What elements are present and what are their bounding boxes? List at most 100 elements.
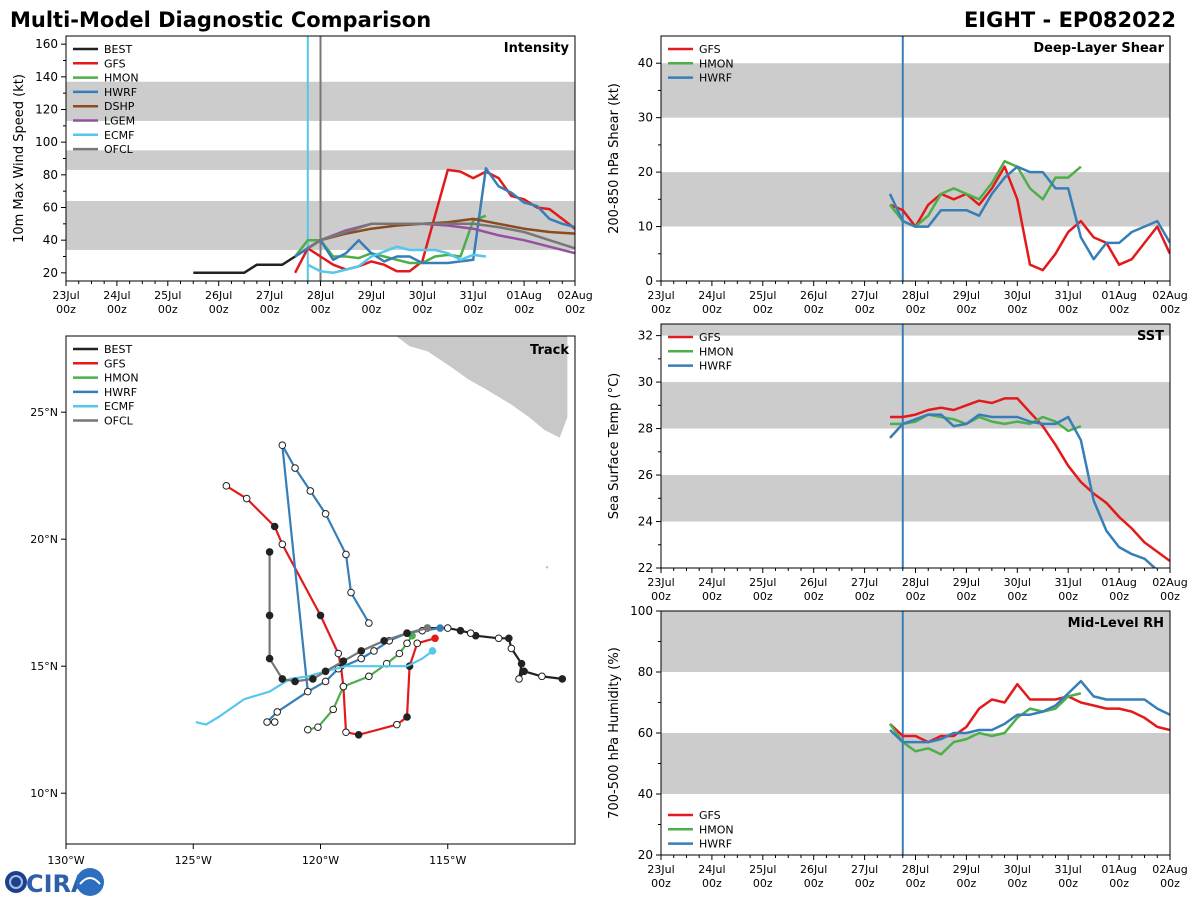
track-point-gfs: [403, 713, 411, 721]
track-point-hmon: [303, 725, 312, 734]
intensity-title: Intensity: [504, 41, 570, 56]
rh-ytick-label: 20: [638, 848, 653, 862]
shear-xtick-label-date: 26Jul: [800, 289, 827, 302]
shear-xtick-label-date: 29Jul: [953, 289, 980, 302]
figure-title: Multi-Model Diagnostic Comparison: [10, 8, 431, 32]
sst-xtick-label-date: 28Jul: [902, 576, 929, 589]
rh-line-hmon: [888, 692, 1082, 756]
track-point-best: [558, 675, 567, 683]
rh-legend-label-gfs: GFS: [699, 809, 721, 822]
track-legend-label-gfs: GFS: [104, 357, 126, 370]
shear-ytick-label: 10: [638, 220, 653, 234]
track-line-hwrf-b: [281, 444, 370, 692]
track-point-hwrf: [291, 464, 299, 472]
track-point-best: [538, 672, 546, 681]
rh-xtick-label-date: 25Jul: [749, 863, 776, 876]
rh-xtick-label-hour: 00z: [1160, 877, 1180, 890]
intensity-legend-label-hwrf: HWRF: [104, 86, 137, 99]
sst-ylabel: Sea Surface Temp (°C): [607, 373, 622, 520]
intensity-xtick-label-date: 28Jul: [307, 289, 334, 302]
intensity-xtick-label-hour: 00z: [311, 303, 331, 316]
sst-ytick-label: 26: [638, 468, 653, 482]
track-point-hmon: [403, 639, 411, 648]
intensity-ylabel: 10m Max Wind Speed (kt): [12, 74, 27, 243]
shear-xtick-label-date: 23Jul: [647, 289, 674, 302]
cira-logo: CIRA: [5, 868, 104, 898]
shear-ytick-label: 40: [638, 56, 653, 70]
track-point-gfs: [334, 649, 343, 658]
intensity-legend-label-lgem: LGEM: [104, 115, 135, 128]
intensity-ytick-label: 80: [43, 168, 58, 182]
intensity-ytick-label: 140: [35, 70, 58, 84]
track-point-hwrf: [370, 647, 378, 655]
intensity-ytick-label: 160: [35, 37, 58, 51]
track-point-hwrf: [436, 624, 444, 632]
rh-ylabel: 700-500 hPa Humidity (%): [607, 647, 622, 819]
intensity-legend-label-hmon: HMON: [104, 72, 139, 85]
track-point-hwrf: [263, 718, 271, 726]
rh-ytick-label: 40: [638, 787, 653, 801]
shear-xtick-label-hour: 00z: [906, 303, 926, 316]
intensity-xtick-label-hour: 00z: [158, 303, 178, 316]
track-point-gfs: [316, 611, 325, 620]
sst-series-group: [889, 397, 1170, 568]
rh-title: Mid-Level RH: [1068, 616, 1164, 631]
track-point-gfs: [242, 494, 251, 503]
rh-xtick-label-date: 29Jul: [953, 863, 980, 876]
track-point-gfs: [270, 522, 279, 531]
intensity-series-group: [193, 167, 575, 275]
shear-xtick-label-hour: 00z: [957, 303, 977, 316]
track-series-group: [195, 441, 567, 739]
rh-xtick-label-hour: 00z: [804, 877, 824, 890]
sst-legend-label-hwrf: HWRF: [699, 360, 732, 373]
shear-ytick-label: 0: [645, 274, 653, 288]
sst-xtick-label-date: 02Aug: [1152, 576, 1187, 589]
rh-xtick-label-date: 30Jul: [1004, 863, 1031, 876]
track-point-gfs: [393, 720, 401, 729]
intensity-ytick-label: 40: [43, 233, 58, 247]
intensity-xtick-label-date: 01Aug: [506, 289, 541, 302]
land-mass: [396, 336, 568, 438]
intensity-xtick-label-date: 30Jul: [409, 289, 436, 302]
track-legend-label-hmon: HMON: [104, 372, 139, 385]
shear-line-hmon: [889, 159, 1082, 228]
sst-line-hwrf: [889, 413, 1157, 568]
track-point-best: [520, 667, 528, 676]
sst-xtick-label-date: 29Jul: [953, 576, 980, 589]
rh-xtick-label-date: 28Jul: [902, 863, 929, 876]
track-xtick-label: 115°W: [429, 854, 466, 867]
shear-legend-label-hwrf: HWRF: [699, 72, 732, 85]
sst-xtick-label-hour: 00z: [957, 590, 977, 603]
rh-xtick-label-date: 24Jul: [698, 863, 725, 876]
intensity-xtick-label-hour: 00z: [209, 303, 229, 316]
sst-ytick-label: 28: [638, 422, 653, 436]
intensity-xtick-label-date: 24Jul: [103, 289, 130, 302]
sst-xtick-label-date: 24Jul: [698, 576, 725, 589]
track-frame: [65, 335, 576, 845]
track-panel: 130°W 125°W 120°W 115°W 10°N 15°N 20°N 25°N Trac…: [30, 335, 576, 867]
rh-series-group: [888, 679, 1170, 756]
rh-xtick-label-date: 31Jul: [1055, 863, 1082, 876]
sst-xtick-label-hour: 00z: [906, 590, 926, 603]
track-legend-label-ecmf: ECMF: [104, 400, 134, 413]
intensity-panel: 2040608010012014016023Jul00z24Jul00z25Ju…: [12, 35, 593, 316]
track-point-ofcl: [265, 611, 274, 620]
shear-xtick-label-hour: 00z: [753, 303, 773, 316]
rh-xtick-label-hour: 00z: [651, 877, 671, 890]
rh-xtick-label-hour: 00z: [855, 877, 875, 890]
intensity-xtick-label-hour: 00z: [260, 303, 280, 316]
track-ytick-label: 15°N: [30, 660, 58, 673]
shear-xtick-label-hour: 00z: [855, 303, 875, 316]
shear-xtick-label-date: 28Jul: [902, 289, 929, 302]
track-line-ecmf: [195, 650, 434, 726]
shear-legend-label-gfs: GFS: [699, 43, 721, 56]
track-point-hwrf: [321, 677, 330, 686]
track-point-hwrf: [357, 654, 366, 663]
shear-line-hwrf: [888, 165, 1170, 261]
track-point-best: [443, 624, 452, 632]
sst-xtick-label-date: 01Aug: [1101, 576, 1136, 589]
track-point-hwrf: [365, 619, 373, 627]
rh-xtick-label-hour: 00z: [1109, 877, 1129, 890]
intensity-xtick-label-hour: 00z: [412, 303, 432, 316]
